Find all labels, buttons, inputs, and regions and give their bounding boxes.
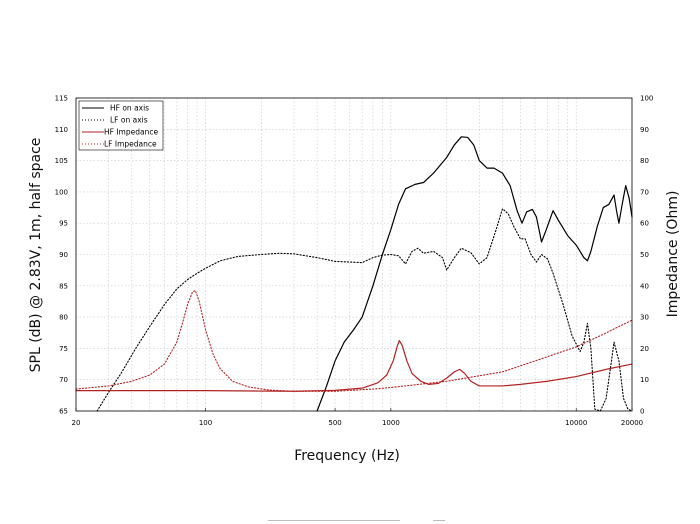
x-tick-label: 10000	[565, 419, 587, 427]
y-tick-label-right: 100	[640, 95, 653, 103]
x-tick-label: 20	[72, 419, 81, 427]
y-tick-label-left: 100	[55, 188, 68, 196]
x-tick-label: 100	[199, 419, 212, 427]
y-tick-label-left: 110	[55, 126, 68, 134]
y-tick-label-right: 10	[640, 376, 649, 384]
y-tick-label-left: 115	[55, 95, 68, 103]
legend-label-hf-on-axis: HF on axis	[110, 104, 149, 113]
y-tick-label-right: 20	[640, 345, 649, 353]
series-line-hf-on-axis	[316, 136, 633, 412]
x-tick-label: 500	[328, 419, 341, 427]
y-tick-label-left: 95	[59, 220, 68, 228]
legend-label-lf-on-axis: LF on axis	[110, 116, 148, 125]
grid	[76, 98, 632, 411]
legend: HF on axis LF on axis HF Impedance LF Im…	[78, 100, 164, 151]
x-axis-label: Frequency (Hz)	[294, 448, 400, 464]
y-tick-label-right: 60	[640, 220, 649, 228]
plot-frame	[75, 97, 633, 412]
legend-label-lf-impedance: LF Impedance	[104, 140, 157, 149]
y-tick-label-left: 70	[59, 376, 68, 384]
y-tick-label-right: 0	[640, 408, 644, 416]
y-tick-label-right: 40	[640, 282, 649, 290]
y-tick-label-left: 80	[59, 314, 68, 322]
y-axis-label-left: SPL (dB) @ 2.83V, 1m, half space	[28, 138, 44, 373]
y-tick-label-left: 65	[59, 408, 68, 416]
y-axis-label-right: Impedance (Ohm)	[665, 191, 681, 318]
y-tick-label-right: 70	[640, 188, 649, 196]
y-tick-label-left: 105	[55, 157, 68, 165]
series-layer	[75, 136, 633, 412]
y-tick-label-left: 90	[59, 251, 68, 259]
y-tick-label-left: 85	[59, 282, 68, 290]
series-line-lf-impedance	[75, 289, 633, 392]
bottom-divider-short	[433, 520, 445, 521]
legend-box	[78, 100, 164, 151]
y-tick-label-left: 75	[59, 345, 68, 353]
y-tick-label-right: 50	[640, 251, 649, 259]
x-tick-label: 1000	[382, 419, 400, 427]
tick-labels: 20 100 500 1000 10000 20000657075808590951001…	[55, 95, 654, 428]
y-tick-label-right: 80	[640, 157, 649, 165]
series-line-hf-impedance	[75, 339, 633, 392]
legend-label-hf-impedance: HF Impedance	[104, 128, 158, 137]
x-tick-label: 20000	[621, 419, 643, 427]
series-line-lf-on-axis	[96, 208, 633, 412]
bottom-divider	[268, 520, 400, 521]
y-tick-label-right: 90	[640, 126, 649, 134]
y-tick-label-right: 30	[640, 314, 649, 322]
